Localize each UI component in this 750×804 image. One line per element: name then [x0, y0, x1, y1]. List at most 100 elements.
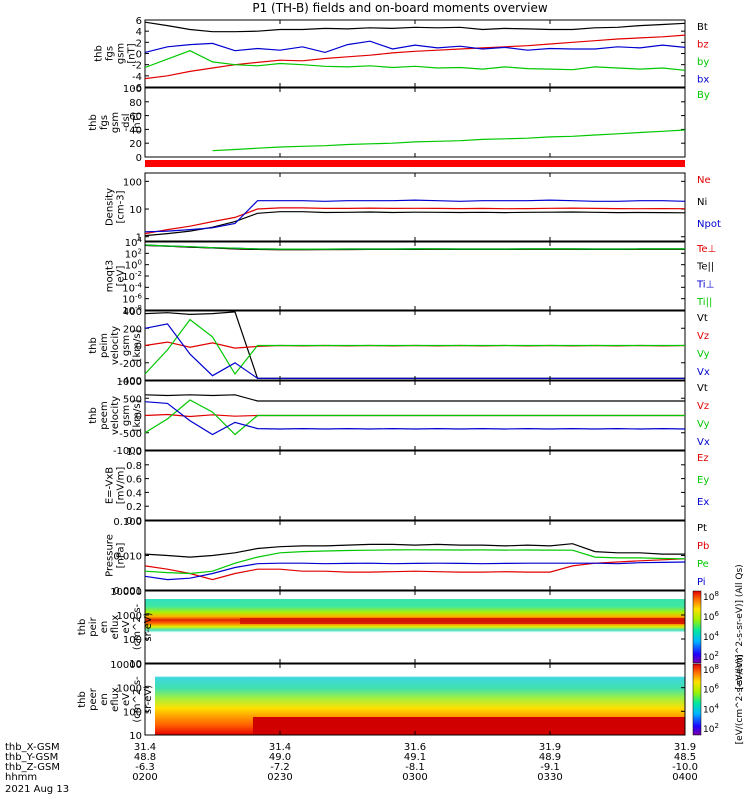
heatmap-peir-upper: [240, 599, 685, 607]
series-line-pressure-Pe: [144, 549, 686, 575]
x-tick-label-y: 49.1: [404, 752, 426, 763]
y-tick-label: 0.001: [113, 586, 142, 597]
y-tick-label: 40: [129, 125, 142, 136]
y-axis-label: velocity: [110, 396, 121, 435]
series-line-pressure-Pt: [144, 543, 685, 558]
y-tick-label: -2: [132, 61, 142, 72]
y-tick-label: 2: [136, 38, 142, 49]
legend-peem_velocity-Vt: Vt: [697, 383, 708, 394]
y-tick-label: 1.0: [126, 447, 142, 458]
colorbar-tick-label: 104: [703, 702, 719, 715]
panel-frame: [144, 87, 686, 158]
y-axis-label: [km/s]: [132, 399, 143, 431]
y-axis-label: [eV]: [116, 266, 127, 287]
y-axis-label: thb: [94, 45, 105, 62]
y-tick-label: -500: [119, 429, 142, 440]
y-tick-label: 100: [123, 84, 142, 95]
legend-peim_velocity-Vt: Vt: [697, 313, 708, 324]
x-row-label-hhmm: hhmm: [5, 772, 37, 783]
series-line-fgs-by: [144, 50, 686, 71]
legend-density-Ne: Ne: [697, 175, 711, 186]
legend-peim_velocity-Vz: Vz: [697, 331, 709, 342]
x-tick-label-z: -8.1: [405, 762, 425, 773]
y-tick-label: 0.8: [126, 461, 142, 472]
y-tick-label: 100: [123, 635, 142, 646]
y-tick-label: 10: [129, 659, 142, 670]
y-tick-label: 1000: [117, 684, 142, 695]
colorbar-tick-label: 106: [703, 610, 719, 623]
y-tick-label: 100: [123, 707, 142, 718]
x-row-label-z: thb_Z-GSM: [5, 762, 60, 773]
series-line-temperature-Ti||: [144, 244, 685, 250]
heatmap-peer-core: [253, 717, 685, 735]
x-tick-label-z: -9.1: [540, 762, 560, 773]
colorbar-peer-gradient: [692, 663, 702, 736]
colorbar-peer: 108 106 104 102 [eV/(cm^2-s-sr-eV)]: [692, 655, 745, 745]
y-axis-label: en: [99, 693, 110, 706]
y-tick-label: 4: [136, 27, 142, 38]
legend-fgs-by: by: [697, 57, 709, 68]
y-tick-label: 0.6: [126, 475, 142, 486]
y-axis-label: eV: [121, 620, 132, 633]
y-axis-label: thb: [77, 619, 88, 636]
y-axis-label: gsm: [121, 335, 132, 356]
legend-temperature-Te||: Te||: [696, 262, 714, 273]
panel-peer: 108 106 104 102 [eV/(cm^2-s-sr-eV)] 10000 1000…: [77, 655, 745, 745]
y-axis-label: eflux: [110, 615, 121, 640]
panel-pressure: 0.100 0.010 0.001 Pressure [nPa] Pt Pb Pe Pi: [105, 517, 710, 597]
y-tick-label: 0.010: [113, 552, 142, 563]
y-tick-label: -200: [119, 359, 142, 370]
series-line-density-Ni: [144, 211, 686, 237]
series-line-fgs-bx: [144, 40, 686, 54]
x-tick-label-x: 31.9: [674, 742, 696, 753]
y-axis-label: Pressure: [105, 534, 116, 577]
y-axis-label: thb: [88, 114, 99, 131]
x-tick-label-hhmm: 0300: [402, 772, 427, 783]
series-line-pressure-Pb: [144, 558, 686, 581]
y-tick-label: 0.4: [126, 488, 142, 499]
colorbar-label: [eV/(cm^2-s-sr-eV)]: [735, 655, 745, 745]
y-tick-label: 80: [129, 98, 142, 109]
legend-peim_velocity-Vy: Vy: [697, 349, 710, 360]
colorbar-tick-label: 108: [703, 590, 719, 603]
legend-density-Ni: Ni: [697, 197, 707, 208]
y-tick-label: 0: [136, 342, 142, 353]
legend-efield-Ez: Ez: [697, 453, 709, 464]
panel-frame: [144, 520, 686, 591]
y-axis-label: peem: [99, 401, 110, 429]
x-tick-label-x: 31.4: [134, 742, 156, 753]
x-row-label-x: thb_X-GSM: [5, 742, 60, 753]
x-tick-label-z: -6.3: [135, 762, 155, 773]
y-tick-label: 10000: [110, 660, 142, 671]
y-axis-label: gsm: [121, 405, 132, 426]
y-axis-label: fgs: [105, 46, 116, 61]
y-tick-label: 1000: [117, 377, 142, 388]
x-row-label-y: thb_Y-GSM: [5, 752, 58, 763]
y-tick-label: 10000: [110, 587, 142, 598]
y-axis-label: [km/s]: [132, 329, 143, 361]
panel-efield: 1.0 0.8 0.6 0.4 0.2 0.0 E=-VxB [mV/m] Ez Ey Ex: [105, 447, 710, 527]
y-axis-label: sr-eV): [143, 612, 154, 641]
panel-fgs_dsl: 100 80 60 40 20 0 thb fgs gsm -dsl [nT] By: [88, 84, 710, 164]
panel-frame: [144, 450, 686, 521]
panel-peir: 108 106 104 102 [eV/(cm^2-s-sr-eV)] (All Qs)…: [77, 564, 745, 689]
series-line-fgs-bz: [144, 34, 686, 80]
colorbar-label: [eV/(cm^2-s-sr-eV)] (All Qs): [735, 564, 745, 689]
y-tick-label: 400: [123, 307, 142, 318]
legend-fgs_dsl-By: By: [697, 90, 710, 101]
y-tick-label: 0.0: [126, 516, 142, 527]
series-line-density-Ne: [144, 207, 686, 235]
y-tick-label: 10: [129, 205, 142, 216]
y-axis-label: en: [99, 621, 110, 634]
y-tick-label: 0.100: [113, 517, 142, 528]
y-tick-label: -1000: [113, 446, 142, 457]
y-axis-label: sr-eV): [143, 685, 154, 714]
x-tick-label-z: -7.2: [270, 762, 290, 773]
y-axis-label: (cm^2-s-: [132, 676, 143, 723]
y-axis-label: [cm-3]: [116, 190, 127, 223]
panel-density: 100 10 1 Density [cm-3] Ne Ni Npot: [105, 172, 721, 244]
legend-peim_velocity-Vx: Vx: [697, 367, 710, 378]
